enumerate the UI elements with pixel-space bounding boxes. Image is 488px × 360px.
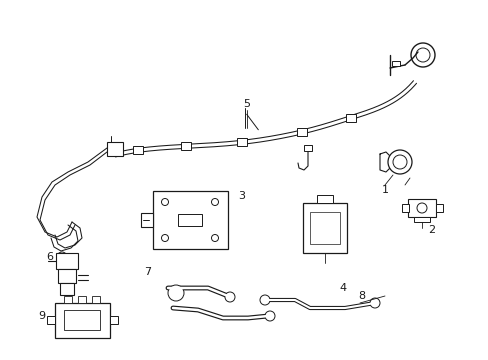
Circle shape xyxy=(369,298,379,308)
Circle shape xyxy=(410,43,434,67)
Bar xyxy=(401,204,408,212)
Circle shape xyxy=(392,155,406,169)
Circle shape xyxy=(264,311,274,321)
Text: 5: 5 xyxy=(243,99,250,109)
Text: 7: 7 xyxy=(144,267,151,277)
Bar xyxy=(60,283,74,295)
Bar xyxy=(346,114,355,122)
Polygon shape xyxy=(379,152,389,172)
Bar xyxy=(107,142,123,156)
Bar xyxy=(109,316,117,324)
Text: 3: 3 xyxy=(238,191,245,201)
Bar xyxy=(303,203,346,253)
Circle shape xyxy=(57,252,67,262)
Bar xyxy=(46,316,54,324)
Bar xyxy=(92,296,100,302)
Circle shape xyxy=(211,234,218,242)
Bar xyxy=(140,213,152,227)
Bar xyxy=(407,199,435,217)
Text: 6: 6 xyxy=(46,252,53,262)
Text: 4: 4 xyxy=(339,283,346,293)
Bar xyxy=(58,269,76,283)
Bar xyxy=(391,61,399,66)
Bar xyxy=(64,296,72,302)
Circle shape xyxy=(224,292,235,302)
Bar xyxy=(152,191,227,249)
Circle shape xyxy=(387,150,411,174)
Circle shape xyxy=(161,234,168,242)
Text: 2: 2 xyxy=(427,225,435,235)
Bar xyxy=(237,138,246,146)
Bar xyxy=(435,204,442,212)
Bar xyxy=(56,253,78,269)
Bar xyxy=(64,310,100,330)
Bar xyxy=(309,212,339,244)
Text: 8: 8 xyxy=(358,291,365,301)
Bar xyxy=(181,142,190,150)
Circle shape xyxy=(415,48,429,62)
Bar xyxy=(133,147,143,154)
Bar xyxy=(304,145,311,151)
Circle shape xyxy=(168,285,183,301)
Bar xyxy=(297,128,307,136)
Circle shape xyxy=(260,295,269,305)
Bar xyxy=(413,217,429,222)
Circle shape xyxy=(161,198,168,206)
Text: 1: 1 xyxy=(381,185,387,195)
Text: 9: 9 xyxy=(39,311,45,321)
Bar xyxy=(178,214,202,226)
Circle shape xyxy=(211,198,218,206)
Circle shape xyxy=(416,203,426,213)
Bar xyxy=(316,195,332,203)
Bar xyxy=(78,296,86,302)
Bar xyxy=(54,302,109,338)
